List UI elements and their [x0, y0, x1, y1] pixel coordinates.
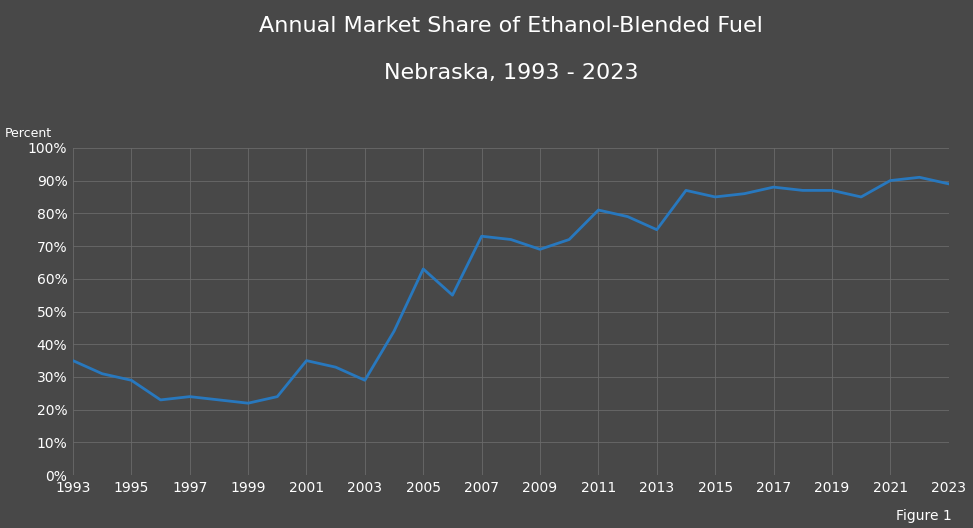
Text: Nebraska, 1993 - 2023: Nebraska, 1993 - 2023: [383, 63, 638, 83]
Text: Percent: Percent: [5, 127, 52, 140]
Text: Annual Market Share of Ethanol-Blended Fuel: Annual Market Share of Ethanol-Blended F…: [259, 16, 763, 36]
Text: Figure 1: Figure 1: [896, 508, 952, 523]
